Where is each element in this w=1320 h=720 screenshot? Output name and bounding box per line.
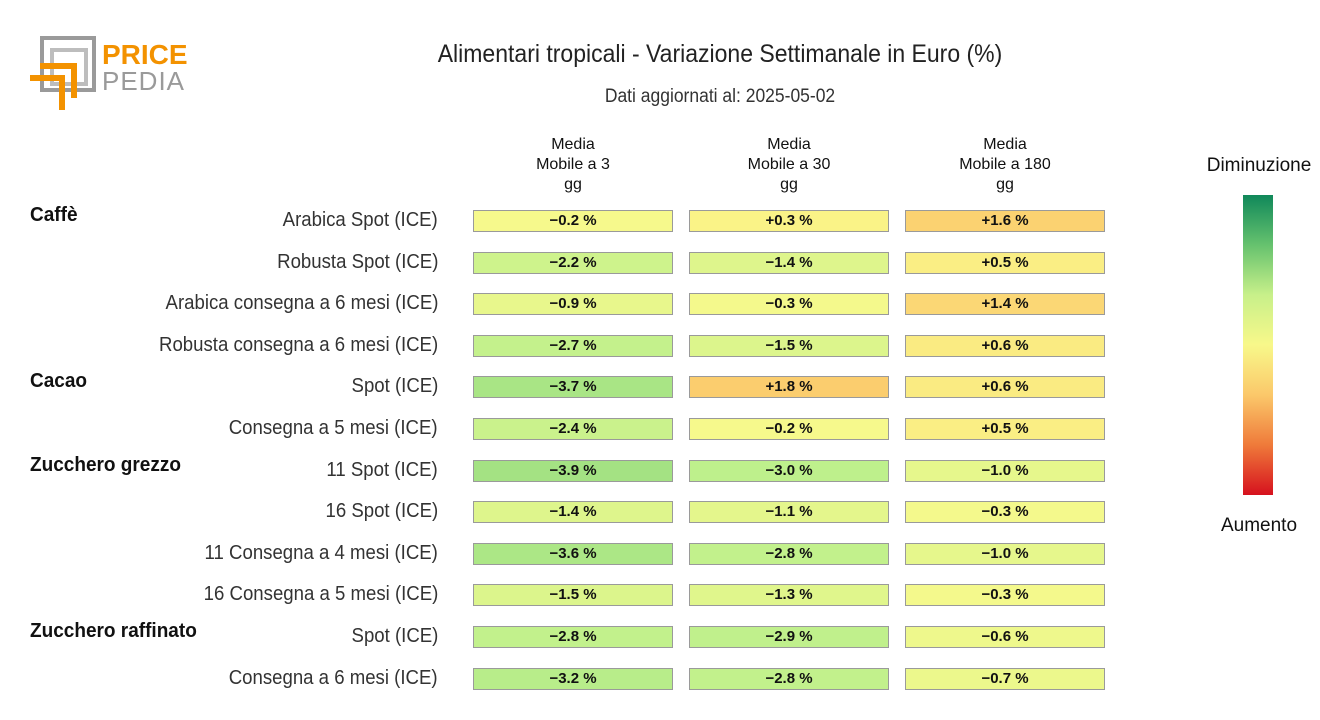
column-header-180gg: Media Mobile a 180 gg (959, 136, 1051, 193)
row-label: 16 Consegna a 5 mesi (ICE) (203, 583, 438, 606)
heatmap-cell: −0.9 % (473, 293, 673, 316)
heatmap-cell: −1.4 % (689, 251, 889, 274)
legend-color-bar (1243, 195, 1273, 495)
group-label: Caffè (30, 204, 78, 226)
group-label: Zucchero grezzo (30, 453, 181, 476)
heatmap-cell: −2.2 % (473, 251, 673, 274)
row-label: Spot (ICE) (351, 375, 438, 398)
row-label: Consegna a 6 mesi (ICE) (229, 666, 438, 689)
heatmap-cell: −1.1 % (689, 501, 889, 524)
heatmap-cell: −0.3 % (905, 584, 1105, 607)
heatmap-cell: −2.8 % (689, 667, 889, 690)
heatmap-cell: +0.5 % (905, 418, 1105, 440)
column-header-30gg: Media Mobile a 30 gg (747, 136, 831, 193)
heatmap-cell: −3.6 % (473, 542, 673, 565)
heatmap-cell: −1.0 % (905, 542, 1105, 565)
heatmap-cell: −0.2 % (689, 418, 889, 440)
row-label: 11 Consegna a 4 mesi (ICE) (204, 541, 438, 564)
heatmap-cell: −2.9 % (689, 626, 889, 648)
row-label: Spot (ICE) (351, 625, 438, 647)
heatmap-cell: +0.6 % (905, 376, 1105, 399)
heatmap-cell: +0.5 % (905, 251, 1105, 274)
heatmap-cell: −3.2 % (473, 667, 673, 690)
heatmap-cell: −0.2 % (473, 210, 673, 232)
row-label: Robusta consegna a 6 mesi (ICE) (158, 333, 438, 356)
heatmap-cell: −0.7 % (905, 667, 1105, 690)
heatmap-cell: −1.5 % (689, 334, 889, 357)
row-label: 16 Spot (ICE) (325, 500, 438, 523)
row-label: Robusta Spot (ICE) (276, 250, 438, 273)
group-label: Zucchero raffinato (30, 620, 197, 642)
heatmap-cell: −0.6 % (905, 626, 1105, 648)
heatmap-cell: −2.7 % (473, 334, 673, 357)
row-label: Arabica Spot (ICE) (282, 209, 438, 231)
legend-label-top: Diminuzione (1206, 155, 1312, 176)
heatmap-cell: −0.3 % (689, 293, 889, 316)
heatmap-cell: −1.4 % (473, 501, 673, 524)
column-header-3gg: Media Mobile a 3 gg (536, 136, 610, 193)
heatmap-cell: +1.6 % (905, 210, 1105, 232)
chart-subtitle: Dati aggiornati al: 2025-05-02 (604, 86, 836, 107)
heatmap-cell: +0.3 % (689, 210, 889, 232)
heatmap-cell: −2.8 % (473, 626, 673, 648)
row-label: 11 Spot (ICE) (326, 458, 438, 481)
heatmap-cell: −3.9 % (473, 459, 673, 482)
logo-text-pedia: PEDIA (102, 66, 185, 96)
heatmap-cell: +0.6 % (905, 334, 1105, 357)
heatmap-cell: +1.8 % (689, 376, 889, 399)
row-label: Consegna a 5 mesi (ICE) (229, 417, 438, 439)
heatmap-cell: −2.4 % (473, 418, 673, 440)
heatmap-cell: −1.5 % (473, 584, 673, 607)
pricepedia-logo: PRICE PEDIA (30, 36, 188, 110)
heatmap-cell: +1.4 % (905, 293, 1105, 316)
heatmap-cell: −1.3 % (689, 584, 889, 607)
heatmap-cell: −3.7 % (473, 376, 673, 399)
chart-title: Alimentari tropicali - Variazione Settim… (437, 40, 1003, 68)
logo-text-price: PRICE (102, 39, 188, 70)
heatmap-cell: −3.0 % (689, 459, 889, 482)
row-label: Arabica consegna a 6 mesi (ICE) (165, 292, 438, 315)
heatmap-cell: −1.0 % (905, 459, 1105, 482)
heatmap-cell: −2.8 % (689, 542, 889, 565)
heatmap-cell: −0.3 % (905, 501, 1105, 524)
group-label: Cacao (30, 370, 88, 393)
legend-label-bottom: Aumento (1220, 515, 1298, 536)
